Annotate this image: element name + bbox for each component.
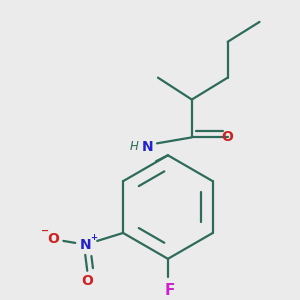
Text: +: + bbox=[90, 233, 97, 242]
Text: −: − bbox=[41, 226, 50, 236]
Text: F: F bbox=[165, 283, 175, 298]
Text: O: O bbox=[47, 232, 59, 246]
Text: O: O bbox=[81, 274, 93, 288]
Text: N: N bbox=[80, 238, 91, 252]
Text: N: N bbox=[142, 140, 154, 154]
Text: O: O bbox=[222, 130, 234, 144]
Text: H: H bbox=[130, 140, 139, 153]
